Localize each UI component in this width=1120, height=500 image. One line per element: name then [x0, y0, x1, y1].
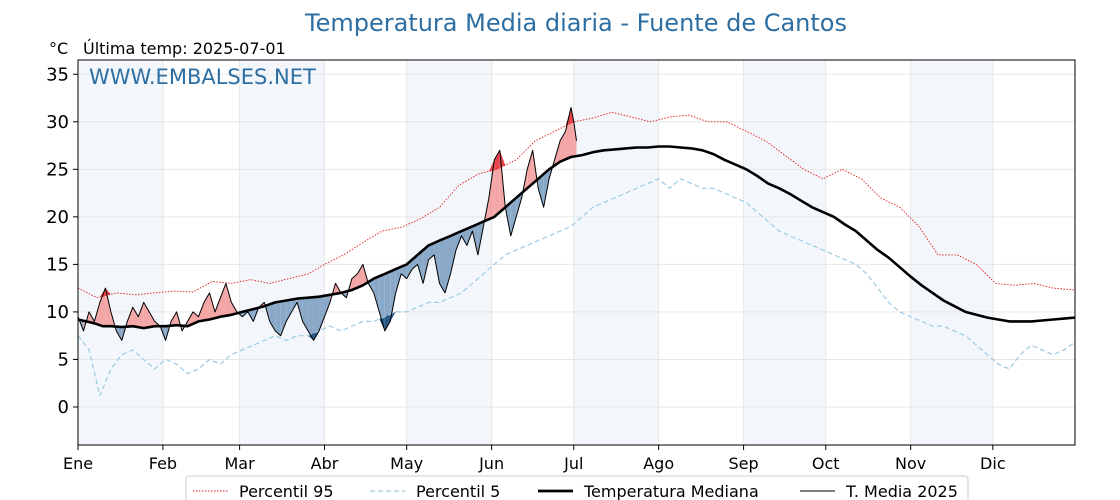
anomaly-below-p5 — [384, 314, 391, 331]
anomaly-below — [308, 297, 314, 341]
series-line-temperatura-mediana — [77, 145, 1076, 330]
x-ticks: Ene Feb Mar Abr May Jun Jul Ago Sep Oct Nov Dic — [63, 445, 1006, 473]
unit-label: °C — [49, 39, 68, 58]
anomaly-below — [319, 295, 325, 331]
anomaly-above — [488, 159, 495, 220]
anomaly-below — [434, 240, 440, 284]
y-tick-label: 15 — [46, 254, 69, 275]
anomaly-above-p95 — [494, 150, 500, 170]
x-tick-label: Dic — [980, 454, 1006, 473]
x-tick-label: Feb — [149, 454, 177, 473]
anomaly-below — [313, 296, 320, 341]
legend-label-p95: Percentil 95 — [239, 482, 334, 500]
anomaly-above — [225, 283, 232, 316]
anomaly-below — [269, 302, 276, 331]
y-tick-label: 25 — [46, 159, 69, 180]
anomaly-above — [357, 264, 363, 288]
month-band — [910, 60, 993, 445]
anomaly-below — [302, 297, 309, 331]
x-tick-label: Jul — [563, 454, 583, 473]
anomaly-below — [417, 250, 424, 284]
anomaly-below — [275, 301, 281, 336]
anomaly-above — [138, 302, 144, 329]
x-tick-label: Nov — [895, 454, 926, 473]
y-tick-label: 10 — [46, 302, 69, 323]
anomaly-above — [171, 311, 177, 326]
anomaly-below — [373, 276, 380, 312]
anomaly-above — [573, 121, 577, 157]
anomaly-below — [439, 238, 446, 293]
anomaly-above — [105, 288, 111, 327]
anomaly-above — [149, 311, 155, 328]
anomaly-above — [203, 292, 210, 321]
last-temp-label: Última temp: 2025-07-01 — [83, 39, 286, 58]
anomaly-above — [214, 297, 221, 319]
x-tick-label: Jun — [478, 454, 504, 473]
y-tick-label: 5 — [58, 349, 69, 370]
x-tick-label: Abr — [311, 454, 339, 473]
anomaly-below — [538, 174, 544, 208]
y-ticks: 0 5 10 15 20 25 30 35 — [46, 64, 78, 418]
series-lines — [77, 107, 1076, 397]
x-tick-label: Ago — [643, 454, 674, 473]
watermark: WWW.EMBALSES.NET — [89, 65, 316, 89]
series-line-percentil-5 — [77, 178, 1076, 397]
anomaly-above — [209, 292, 215, 320]
x-tick-label: Mar — [225, 454, 256, 473]
series-line-percentil-95 — [77, 111, 1076, 299]
anomaly-below — [450, 233, 456, 274]
y-tick-label: 0 — [58, 397, 69, 418]
series-line-t-media-2025 — [77, 107, 577, 341]
anomaly-above — [132, 307, 139, 328]
month-band — [573, 60, 659, 445]
anomaly-below — [116, 326, 122, 341]
month-band — [743, 60, 826, 445]
anomaly-below — [390, 269, 396, 322]
anomaly-above — [176, 311, 183, 331]
anomaly-above-p95 — [99, 288, 106, 297]
anomaly-above — [99, 288, 106, 327]
legend: Percentil 95 Percentil 5 Temperatura Med… — [185, 475, 969, 500]
legend-label-mediana: Temperatura Mediana — [583, 482, 759, 500]
plot-frame — [77, 59, 1076, 446]
anomaly-below — [510, 197, 517, 236]
y-tick-label: 20 — [46, 207, 69, 228]
y-tick-label: 30 — [46, 112, 69, 133]
x-tick-label: Sep — [729, 454, 759, 473]
anomaly-above — [187, 311, 194, 327]
x-tick-label: Oct — [812, 454, 840, 473]
y-tick-label: 35 — [46, 64, 69, 85]
anomaly-above — [143, 302, 150, 329]
month-shading — [78, 60, 993, 445]
anomaly-above — [220, 283, 226, 317]
anomaly-below — [461, 228, 467, 246]
anomaly-below — [286, 299, 292, 322]
anomaly-below — [423, 245, 429, 284]
chart-title: Temperatura Media diaria - Fuente de Can… — [304, 9, 847, 37]
anomaly-above — [527, 150, 533, 189]
anomaly-below — [324, 294, 330, 317]
x-tick-label: May — [390, 454, 423, 473]
legend-label-2025: T. Media 2025 — [845, 482, 958, 500]
x-tick-label: Ene — [63, 454, 93, 473]
legend-label-p5: Percentil 5 — [416, 482, 500, 500]
month-band — [239, 60, 325, 445]
legend-box — [185, 475, 969, 500]
anomaly-below — [280, 300, 287, 336]
month-band — [78, 60, 163, 445]
